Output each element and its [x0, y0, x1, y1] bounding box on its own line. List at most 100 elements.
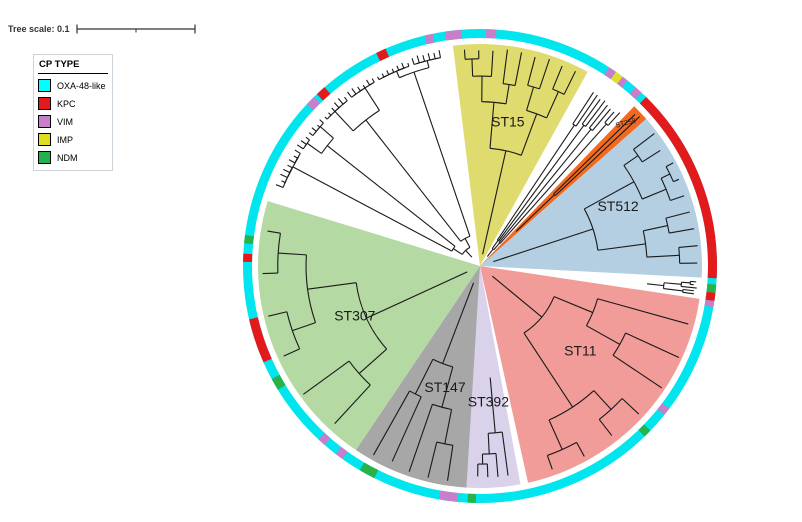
ring-segment — [318, 432, 331, 445]
branch — [552, 65, 563, 90]
branch — [523, 332, 574, 408]
branch — [598, 419, 613, 436]
branch — [408, 404, 433, 472]
legend-title: CP TYPE — [38, 58, 108, 74]
ring-segment — [438, 490, 459, 502]
branch-arc — [460, 235, 471, 242]
branch-arc — [352, 109, 380, 132]
branch — [670, 195, 685, 201]
branch — [572, 92, 594, 125]
branch-arc — [334, 107, 340, 112]
branch — [493, 228, 594, 263]
cp-type-legend: CP TYPE OXA-48-like KPC VIM IMP NDM — [33, 54, 113, 171]
branch — [482, 150, 507, 255]
sector-label-st392: ST392 — [468, 393, 509, 409]
branch — [401, 62, 405, 69]
ring-segment — [444, 29, 463, 41]
branch-arc — [465, 58, 479, 60]
branch — [501, 432, 509, 476]
ring-segment — [704, 299, 715, 308]
clade-st147 — [372, 282, 475, 481]
branch — [563, 70, 576, 95]
branch-arc — [548, 390, 595, 421]
ring-segment — [306, 96, 321, 111]
branch — [337, 98, 344, 105]
branch — [646, 283, 664, 287]
legend-swatch-icon — [38, 79, 51, 92]
branch — [293, 155, 298, 159]
clade-st307 — [262, 230, 468, 425]
clade-st392 — [477, 377, 509, 478]
branch-arc — [369, 81, 375, 86]
branch — [588, 104, 608, 129]
ring-segment — [424, 33, 435, 45]
branch — [287, 164, 293, 169]
clade-st11 — [491, 275, 689, 470]
branch-arc — [284, 177, 288, 183]
ring-segment — [271, 374, 286, 390]
ring-segment — [335, 446, 348, 459]
branch — [317, 124, 321, 128]
branch — [546, 455, 553, 470]
branch-arc — [633, 149, 643, 163]
branch — [669, 228, 695, 234]
branch — [371, 78, 375, 83]
branch — [283, 168, 290, 174]
branch — [642, 188, 667, 200]
branch — [498, 128, 592, 243]
branch — [673, 178, 680, 183]
branch — [303, 360, 350, 395]
cp-type-ring — [243, 29, 717, 503]
branch — [396, 65, 400, 71]
branch — [446, 445, 454, 481]
branch — [491, 240, 499, 249]
sector-label-st11: ST11 — [564, 342, 597, 358]
branch-arc — [413, 62, 420, 66]
ring-segment — [657, 403, 670, 416]
branch — [296, 144, 304, 150]
branch — [664, 282, 682, 285]
tree-branches — [262, 49, 698, 481]
branch — [496, 124, 575, 241]
branch — [324, 116, 328, 120]
branch — [678, 245, 698, 248]
branch-arc — [461, 246, 471, 255]
branch-arc — [451, 245, 456, 252]
branch — [386, 70, 390, 75]
branch — [331, 107, 336, 112]
branch — [281, 180, 286, 183]
branch-arc — [355, 282, 388, 350]
branch — [326, 145, 456, 247]
legend-swatch-icon — [38, 151, 51, 164]
ring-segment — [359, 462, 379, 479]
branch-arc — [351, 93, 357, 98]
branch — [646, 254, 680, 258]
branch-arc — [523, 296, 555, 334]
branch — [396, 70, 400, 78]
legend-items: OXA-48-like KPC VIM IMP NDM — [38, 79, 108, 164]
branch — [515, 194, 555, 232]
legend-item-label: NDM — [57, 152, 78, 163]
sector-st392[interactable] — [466, 266, 521, 489]
branch — [489, 377, 496, 433]
branch — [576, 442, 585, 457]
branch — [294, 149, 301, 154]
clade-gap-a — [486, 92, 621, 257]
branch — [489, 102, 495, 149]
branch — [292, 166, 453, 252]
branch — [643, 224, 668, 232]
branch — [319, 119, 324, 124]
branch — [372, 390, 411, 456]
tree-scale-label: Tree scale: 0.1 — [8, 24, 70, 34]
legend-item-vim: VIM — [38, 115, 108, 128]
ring-segment — [639, 96, 717, 279]
branch — [453, 248, 463, 255]
sector-st307[interactable] — [257, 201, 480, 451]
branch-arc — [321, 137, 334, 154]
sector-st512[interactable] — [480, 118, 702, 278]
sector-st11[interactable] — [480, 266, 700, 483]
branch — [442, 282, 475, 364]
